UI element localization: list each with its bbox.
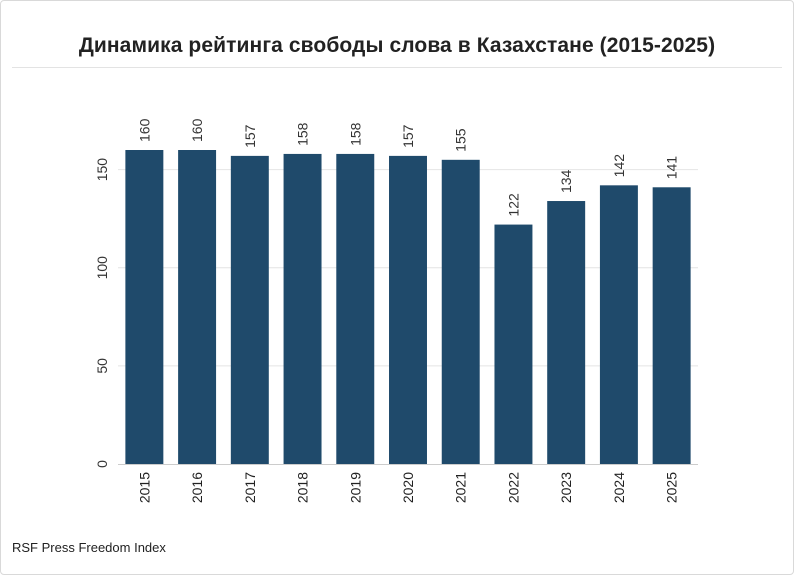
bar-value-label: 141 [664,156,680,180]
bar [230,155,269,464]
chart-title: Динамика рейтинга свободы слова в Казахс… [78,34,716,57]
bar [494,224,533,464]
x-tick-label: 2020 [400,472,416,503]
y-tick-label: 0 [94,460,110,468]
bar-value-label: 142 [611,154,627,178]
x-tick-label: 2015 [136,472,152,503]
x-tick-label: 2022 [505,472,521,503]
x-tick-label: 2024 [611,472,627,503]
bar [336,153,375,465]
x-tick-label: 2017 [242,472,258,503]
x-tick-label: 2023 [558,472,574,503]
bar-value-label: 158 [347,122,363,146]
x-axis-ticks: 2015 2016 2017 2018 2019 2020 2021 2022 2023 2024… [136,472,679,503]
bar [283,153,322,465]
y-tick-label: 50 [94,358,110,374]
bar-value-label: 160 [189,118,205,142]
bar-value-label: 122 [505,193,521,217]
y-tick-label: 100 [94,256,110,280]
bar-value-label: 160 [136,118,152,142]
bar-value-label: 155 [453,128,469,152]
x-tick-label: 2025 [664,472,680,503]
x-tick-label: 2021 [453,472,469,503]
bar [125,150,164,464]
bar [389,155,427,464]
x-tick-label: 2016 [189,472,205,503]
bar [441,159,480,464]
bar-value-label: 158 [295,122,311,146]
bar [547,201,586,464]
y-axis-ticks: 0 50 100 150 [94,158,110,468]
source-note: RSF Press Freedom Index [12,540,166,555]
bars [125,150,691,465]
x-tick-label: 2018 [295,472,311,503]
y-tick-label: 150 [94,158,110,182]
title-divider [12,67,782,68]
bar-value-label: 157 [242,124,258,148]
data-labels: 160 160 157 158 158 157 155 122 134 142 141 [136,118,679,216]
x-tick-label: 2019 [347,472,363,503]
bar [178,150,217,464]
bar-value-label: 134 [558,169,574,193]
bar [599,185,638,464]
bar-value-label: 157 [400,124,416,148]
bar [652,187,691,464]
